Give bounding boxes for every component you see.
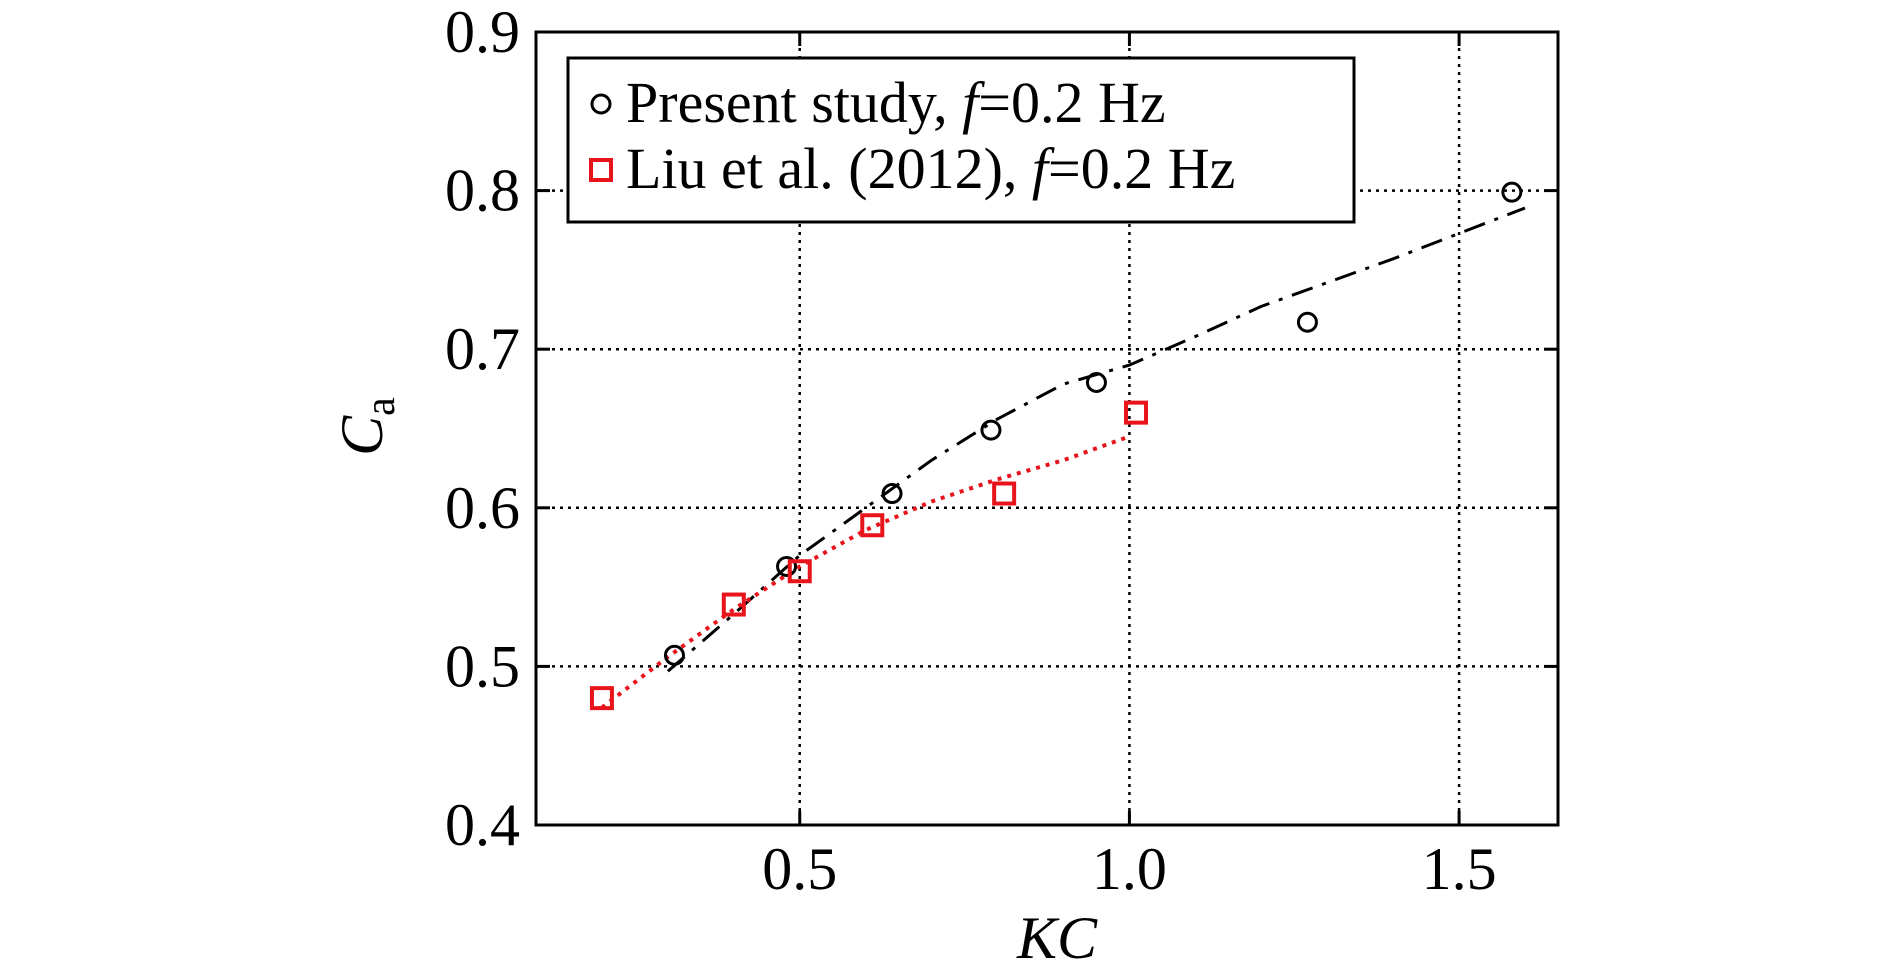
fit-line-series-1: [600, 434, 1131, 710]
axis-ticks: [536, 30, 1558, 827]
x-tick-label-2: 1.5: [1422, 836, 1497, 902]
point-series-1-0: [589, 686, 614, 711]
y-tick-label-5: 0.9: [445, 0, 520, 65]
y-tick-label-3: 0.7: [445, 316, 520, 382]
plot-frame: [534, 30, 1560, 827]
y-tick-label-1: 0.5: [445, 633, 520, 699]
y-axis-label-text: Ca: [329, 397, 404, 456]
fit-line-series-0: [666, 206, 1526, 673]
x-tick-label-0: 0.5: [762, 836, 837, 902]
point-series-1-2: [787, 559, 812, 584]
point-series-0-5: [1296, 311, 1318, 333]
legend-label-series-0: Present study, f=0.2 Hz: [626, 70, 1166, 135]
point-series-0-1: [776, 555, 798, 577]
x-tick-label-1: 1.0: [1092, 836, 1167, 902]
point-series-1-5: [1124, 400, 1149, 425]
y-axis-label: Ca: [329, 397, 404, 456]
legend-marker-series-1: [589, 158, 613, 182]
data-markers: [589, 181, 1523, 711]
legend-marker-series-0: [590, 93, 612, 115]
y-tick-label-2: 0.6: [445, 475, 520, 541]
legend-label-series-1: Liu et al. (2012), f=0.2 Hz: [626, 136, 1235, 201]
y-axis-label-sub: a: [358, 397, 404, 416]
point-series-1-1: [721, 592, 746, 617]
point-series-0-3: [980, 419, 1002, 441]
legend-box: [566, 56, 1356, 224]
point-series-0-2: [881, 483, 903, 505]
x-axis-label: KC: [1016, 905, 1098, 971]
tick-labels: 0.5 1.0 1.5 0.4 0.5 0.6 0.7 0.8 0.9: [445, 0, 1497, 902]
point-series-0-4: [1085, 372, 1107, 394]
y-tick-label-4: 0.8: [445, 158, 520, 224]
point-series-1-4: [992, 481, 1017, 506]
y-tick-label-0: 0.4: [445, 792, 520, 858]
point-series-1-3: [860, 513, 885, 538]
point-series-0-6: [1501, 181, 1523, 203]
y-axis-label-main: C: [329, 415, 395, 456]
point-series-0-0: [663, 644, 685, 666]
fit-lines: [600, 206, 1526, 710]
